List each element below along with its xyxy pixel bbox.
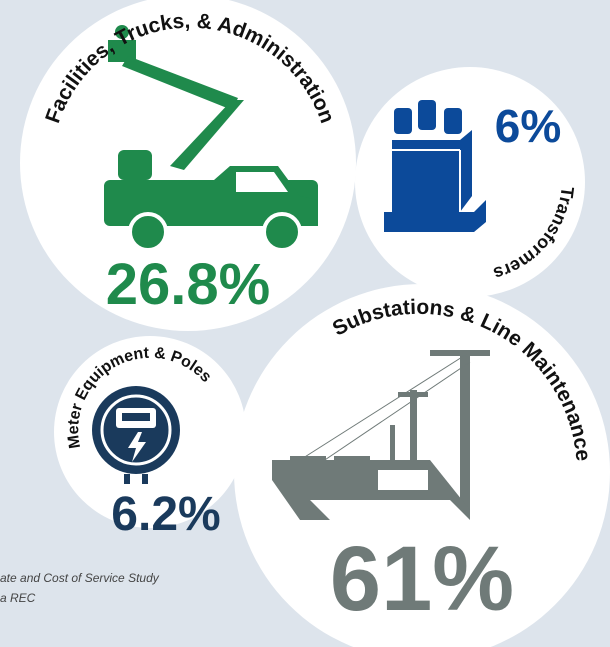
- footnote: ate and Cost of Service Study: [0, 571, 160, 585]
- page: {"segments": [ {"label": "Facilities, Tr…: [0, 0, 610, 647]
- segment-value: 6%: [495, 100, 561, 152]
- segment-value: 61%: [330, 528, 514, 630]
- footnote: a REC: [0, 591, 36, 605]
- segment-value: 26.8%: [106, 252, 270, 317]
- segment-value: 6.2%: [111, 488, 220, 541]
- infographic: Facilities, Trucks, & Administration Tra…: [0, 0, 610, 647]
